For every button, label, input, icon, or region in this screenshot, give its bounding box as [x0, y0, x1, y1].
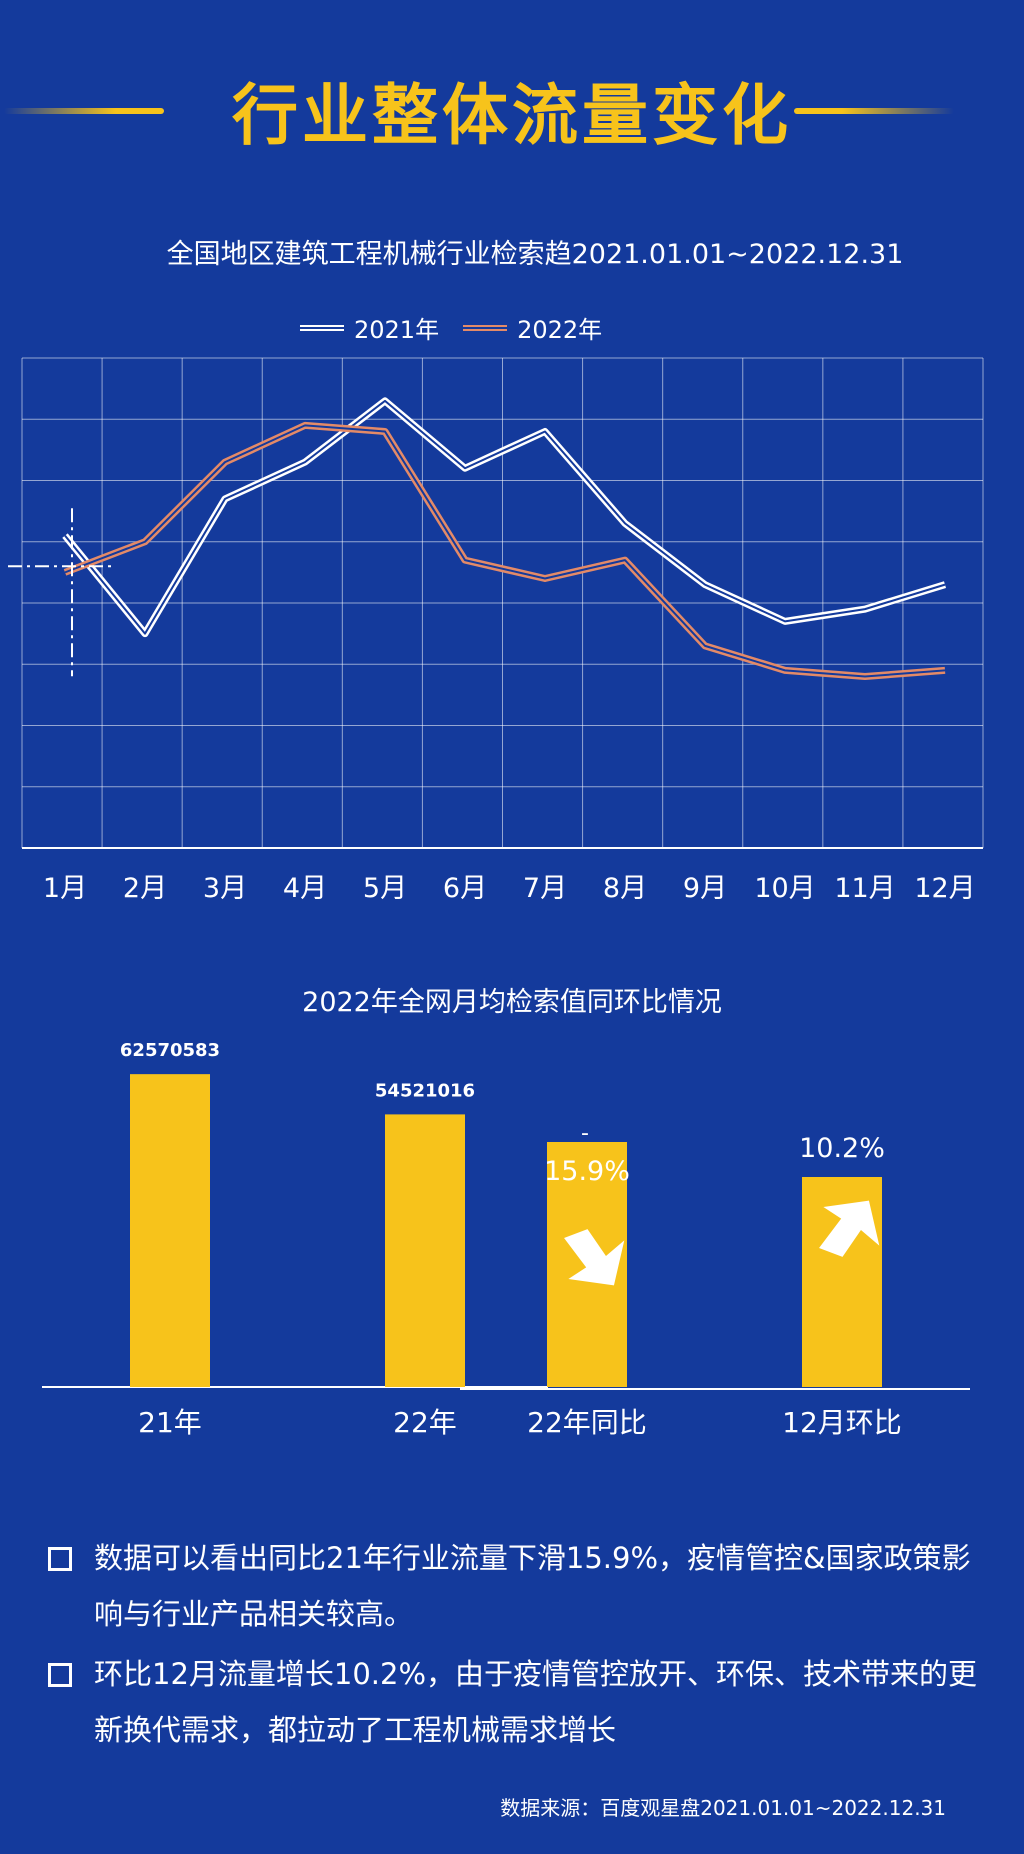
- bar-chart: 21年 62570583 22年 54521016 22年同比 - 15.9% 12月环比 10…: [42, 1040, 970, 1439]
- bar-value-label: 10.2%: [799, 1133, 885, 1164]
- x-tick-label: 4月: [283, 873, 327, 904]
- line-chart-title: 全国地区建筑工程机械行业检索趋2021.01.01~2022.12.31: [166, 239, 904, 270]
- x-tick-label: 7月: [523, 873, 567, 904]
- title-decoration-left: [4, 108, 164, 114]
- legend-swatch-2022: [463, 324, 508, 331]
- note-text: 环比12月流量增长10.2%，由于疫情管控放开、环保、技术带来的更新换代需求，都…: [94, 1657, 978, 1747]
- x-tick-label: 8月: [603, 873, 647, 904]
- line-chart: 1月 2月 3月 4月 5月 6月 7月 8月 9月 10月 11月 12月: [8, 357, 984, 904]
- x-tick-label: 10月: [754, 873, 815, 904]
- bar-21年: [130, 1074, 210, 1387]
- data-source: 数据来源：百度观星盘2021.01.01~2022.12.31: [500, 1796, 946, 1820]
- x-tick-label: 5月: [363, 873, 407, 904]
- bar-value-label: 54521016: [375, 1080, 475, 1101]
- bar-value-label: 62570583: [120, 1040, 220, 1061]
- bar-category-label: 12月环比: [782, 1406, 902, 1439]
- notes-list: 数据可以看出同比21年行业流量下滑15.9%，疫情管控&国家政策影响与行业产品相…: [48, 1530, 988, 1762]
- title-decoration-right: [794, 108, 954, 114]
- page-title: 行业整体流量变化: [232, 77, 792, 154]
- bar-22年: [385, 1114, 465, 1387]
- note-text: 数据可以看出同比21年行业流量下滑15.9%，疫情管控&国家政策影响与行业产品相…: [94, 1541, 971, 1631]
- x-tick-label: 3月: [203, 873, 247, 904]
- legend-item-2021: 2021年: [300, 310, 439, 345]
- arrow-up-icon: [819, 1200, 880, 1257]
- bar-category-label: 21年: [138, 1406, 202, 1439]
- arrow-down-icon: [564, 1229, 625, 1286]
- x-tick-label: 9月: [683, 873, 727, 904]
- bullet-square-icon: [48, 1663, 72, 1687]
- bar-category-label: 22年同比: [527, 1406, 647, 1439]
- bar-chart-title: 2022年全网月均检索值同环比情况: [302, 987, 722, 1018]
- legend-label-2021: 2021年: [354, 316, 440, 344]
- legend-item-2022: 2022年: [463, 310, 602, 345]
- note-item: 数据可以看出同比21年行业流量下滑15.9%，疫情管控&国家政策影响与行业产品相…: [48, 1530, 988, 1642]
- series-line-inner: [64, 424, 946, 678]
- x-tick-label: 11月: [834, 873, 895, 904]
- bar-value-label: 15.9%: [544, 1156, 630, 1187]
- x-tick-label: 1月: [43, 873, 87, 904]
- note-item: 环比12月流量增长10.2%，由于疫情管控放开、环保、技术带来的更新换代需求，都…: [48, 1646, 988, 1758]
- x-tick-label: 2月: [123, 873, 167, 904]
- legend-label-2022: 2022年: [517, 316, 603, 344]
- bar-category-label: 22年: [393, 1406, 457, 1439]
- series-line-inner: [64, 399, 946, 635]
- bar-value-sign: -: [581, 1121, 589, 1146]
- series-line-2021: [62, 397, 947, 638]
- chart-grid: [21, 357, 984, 849]
- x-tick-label: 12月: [914, 873, 975, 904]
- bullet-square-icon: [48, 1547, 72, 1571]
- x-tick-label: 6月: [443, 873, 487, 904]
- line-chart-legend: 2021年 2022年: [300, 310, 616, 345]
- legend-swatch-2021: [300, 324, 344, 331]
